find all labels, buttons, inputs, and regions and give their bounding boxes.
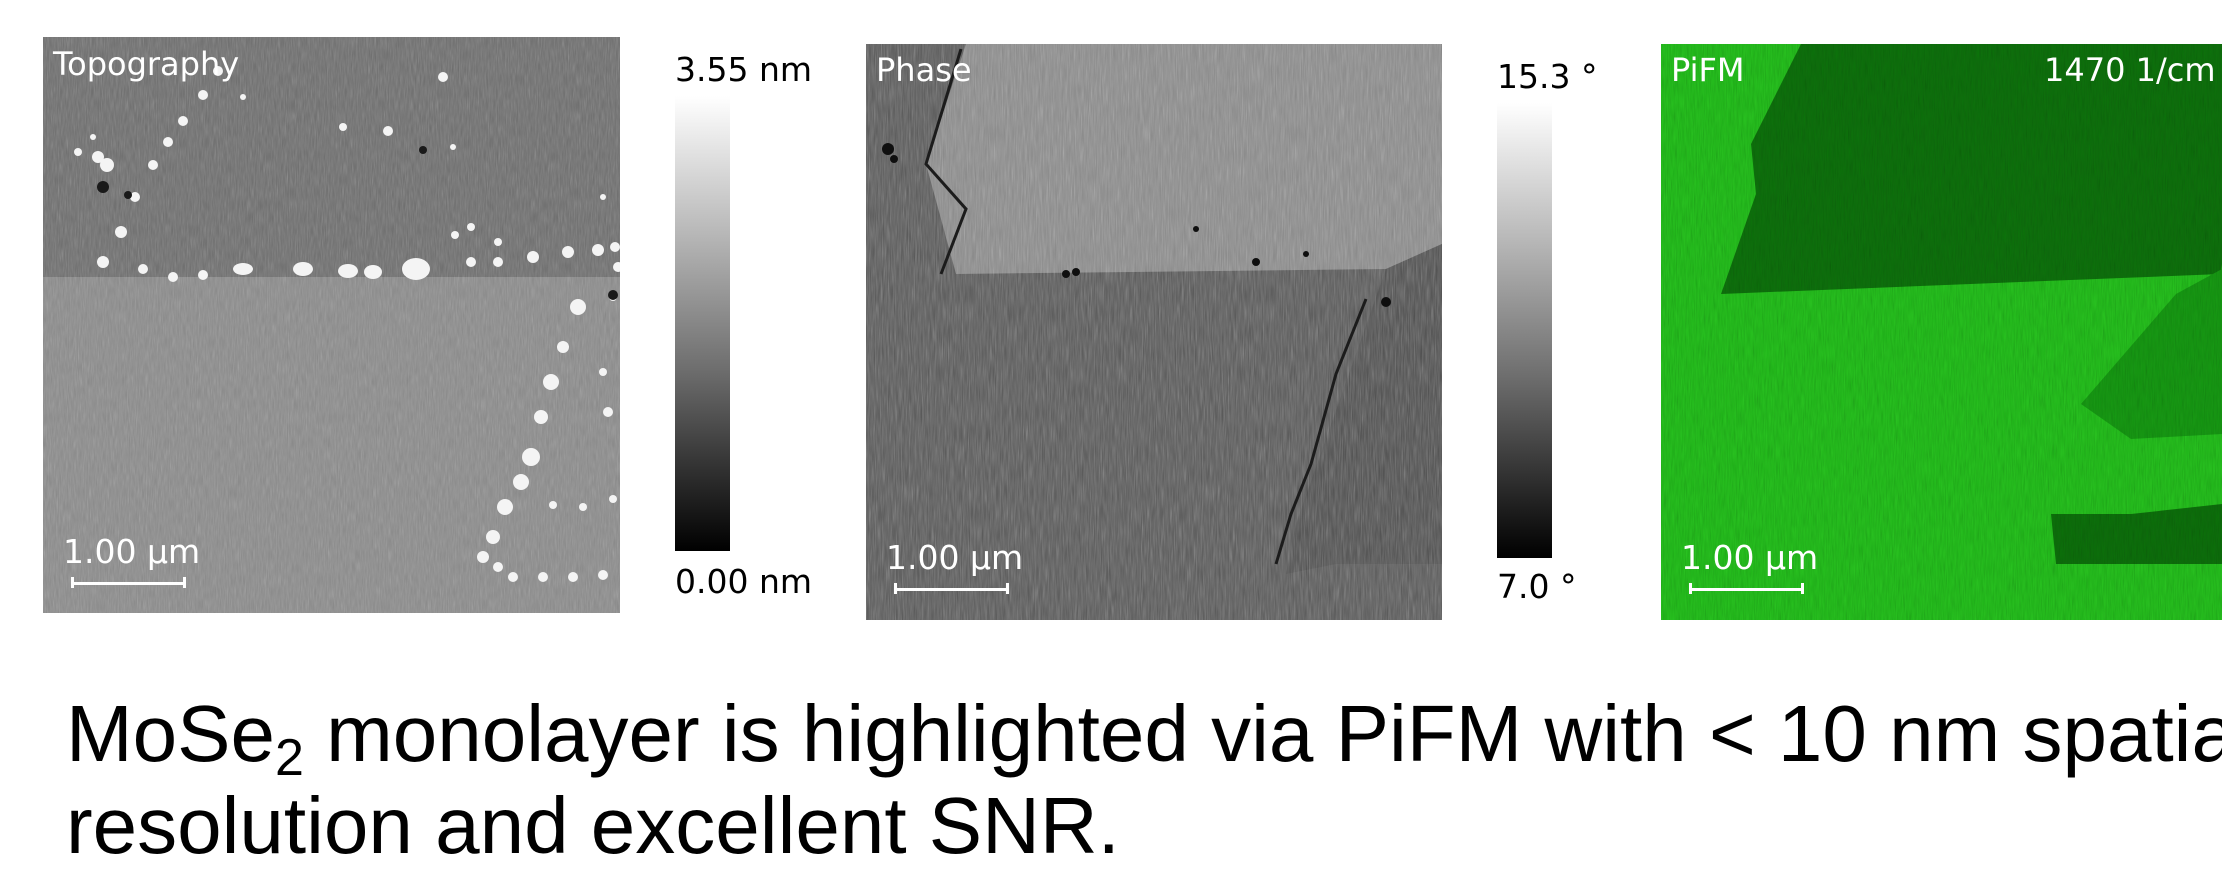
- phase-colorbar: [1497, 103, 1552, 558]
- caption-line-1-rest: monolayer is highlighted via PiFM with <…: [303, 689, 2222, 778]
- caption-formula: MoSe: [66, 689, 275, 778]
- scale-bar-label: 1.00 µm: [63, 532, 201, 571]
- phase-colorbar-min: 7.0 °: [1497, 567, 1577, 606]
- topography-label: Topography: [53, 45, 240, 83]
- phase-colorbar-max: 15.3 °: [1497, 57, 1598, 96]
- pifm-wavenumber-label: 1470 1/cm: [2044, 51, 2216, 89]
- pifm-label: PiFM: [1671, 51, 1745, 89]
- phase-texture: [866, 44, 1442, 620]
- scale-bar-label: 1.00 µm: [886, 538, 1024, 577]
- pifm-image: PiFM 1470 1/cm 1.00 µm: [1661, 44, 2222, 620]
- topography-colorbar: [675, 96, 730, 551]
- topography-colorbar-min: 0.00 nm: [675, 562, 813, 601]
- scale-bar: [1689, 583, 1804, 594]
- scale-bar: [71, 577, 186, 588]
- scale-bar-label: 1.00 µm: [1681, 538, 1819, 577]
- caption-line-1: MoSe2 monolayer is highlighted via PiFM …: [66, 688, 2222, 784]
- pifm-texture: [1661, 44, 2222, 620]
- topography-texture: [43, 37, 620, 613]
- caption-line-2: resolution and excellent SNR.: [66, 781, 1120, 870]
- phase-image: Phase 1.00 µm: [866, 44, 1442, 620]
- scale-bar: [894, 583, 1009, 594]
- topography-image: Topography 1.00 µm: [43, 37, 620, 613]
- phase-label: Phase: [876, 51, 972, 89]
- caption-subscript: 2: [274, 729, 304, 787]
- caption-text: MoSe2 monolayer is highlighted via PiFM …: [66, 688, 2222, 872]
- topography-colorbar-max: 3.55 nm: [675, 50, 813, 89]
